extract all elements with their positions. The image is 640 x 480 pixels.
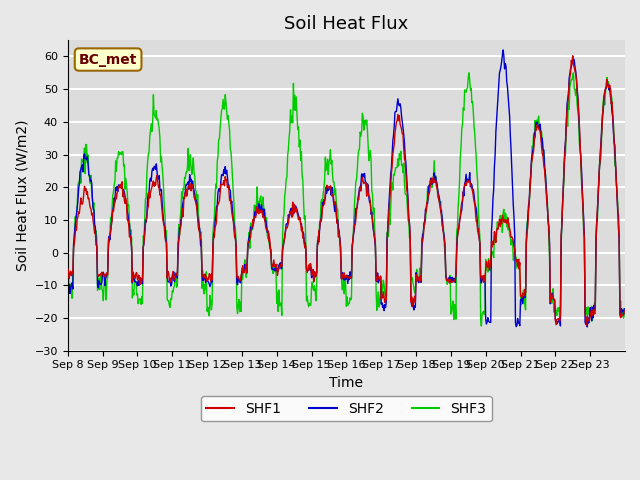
SHF2 <box>620 306 628 312</box>
SHF3 <box>280 212 288 217</box>
SHF1 <box>435 195 442 201</box>
SHF2 <box>584 324 591 330</box>
SHF1 <box>64 266 72 272</box>
Line: SHF2: SHF2 <box>68 50 624 327</box>
SHF3 <box>232 225 239 230</box>
SHF3 <box>64 292 72 298</box>
SHF2 <box>280 238 288 244</box>
SHF1 <box>129 269 137 275</box>
SHF2 <box>129 270 137 276</box>
SHF2 <box>403 185 411 191</box>
SHF3 <box>620 310 628 316</box>
SHF2 <box>64 280 72 286</box>
Line: SHF3: SHF3 <box>68 73 624 326</box>
SHF3 <box>435 195 442 201</box>
SHF1 <box>582 323 590 328</box>
SHF1 <box>259 215 267 220</box>
SHF1 <box>280 238 288 244</box>
SHF3 <box>465 70 473 76</box>
Y-axis label: Soil Heat Flux (W/m2): Soil Heat Flux (W/m2) <box>15 120 29 271</box>
Text: BC_met: BC_met <box>79 52 138 67</box>
Legend: SHF1, SHF2, SHF3: SHF1, SHF2, SHF3 <box>201 396 492 421</box>
SHF3 <box>477 323 485 329</box>
SHF3 <box>259 194 267 200</box>
SHF2 <box>259 206 267 212</box>
Line: SHF1: SHF1 <box>68 56 624 325</box>
SHF3 <box>129 287 137 293</box>
SHF1 <box>403 191 411 196</box>
SHF1 <box>569 53 577 59</box>
Title: Soil Heat Flux: Soil Heat Flux <box>284 15 408 33</box>
SHF2 <box>499 47 507 53</box>
X-axis label: Time: Time <box>330 376 364 390</box>
SHF1 <box>232 236 239 241</box>
SHF2 <box>232 234 239 240</box>
SHF1 <box>620 309 628 314</box>
SHF2 <box>435 192 442 197</box>
SHF3 <box>403 204 411 209</box>
